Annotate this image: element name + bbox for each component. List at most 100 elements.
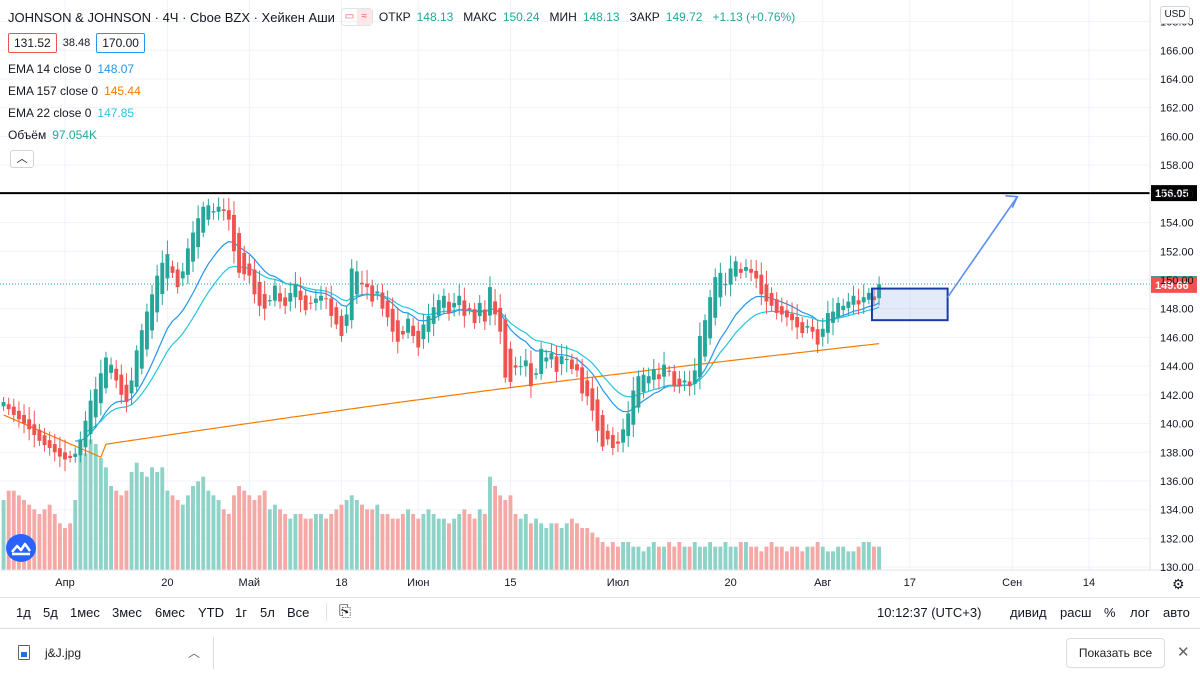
open-label: ОТКР xyxy=(378,10,411,24)
volume-bar xyxy=(744,542,748,570)
range-all-button[interactable]: Все xyxy=(287,605,310,620)
candle-body xyxy=(32,424,37,436)
candle-body xyxy=(774,299,779,313)
volume-bar xyxy=(692,542,697,570)
volume-bar xyxy=(324,518,329,570)
bid-box[interactable]: 131.52 xyxy=(8,33,57,53)
indicator-volume[interactable]: Объём 97.054K xyxy=(8,128,97,142)
candle-body xyxy=(421,324,426,340)
currency-badge[interactable]: USD xyxy=(1160,6,1190,24)
x-tick-label: Авг xyxy=(814,577,831,589)
volume-bar xyxy=(482,514,487,570)
candle-body xyxy=(493,301,498,315)
candle-body xyxy=(708,297,713,339)
symbol-title[interactable]: JOHNSON & JOHNSON · 4Ч · Cboe BZX · Хейк… xyxy=(8,9,335,25)
candle-body xyxy=(431,307,436,324)
candle-body xyxy=(861,297,866,303)
indicator-ema157[interactable]: EMA 157 close 0 145.44 xyxy=(8,84,141,98)
candle-body xyxy=(795,316,800,328)
volume-bar xyxy=(375,504,380,570)
candle-body xyxy=(646,376,651,384)
volume-bar xyxy=(846,551,851,570)
volume-bar xyxy=(185,495,190,570)
volume-bar xyxy=(549,523,554,570)
candle-body xyxy=(262,293,267,309)
range-6m-button[interactable]: 6мес xyxy=(155,605,185,620)
x-tick-label: 20 xyxy=(161,577,173,589)
candle-body xyxy=(344,314,349,326)
auto-scale-button[interactable]: авто xyxy=(1163,605,1190,620)
indicator-ema14[interactable]: EMA 14 close 0 148.07 xyxy=(8,62,134,76)
candle-body xyxy=(180,271,185,279)
candle-body xyxy=(52,444,57,453)
volume-bar xyxy=(160,467,165,570)
candle-body xyxy=(738,268,743,273)
volume-bar xyxy=(431,514,436,570)
candle-body xyxy=(160,262,165,295)
chevron-up-icon[interactable]: ︿ xyxy=(188,646,201,660)
candle-body xyxy=(201,206,206,233)
range-ytd-button[interactable]: YTD xyxy=(198,605,224,620)
y-tick-label: 144.00 xyxy=(1160,361,1194,373)
collapse-legend-button[interactable]: ︿ xyxy=(10,150,34,168)
candle-body xyxy=(790,313,794,321)
range-1m-button[interactable]: 1мес xyxy=(70,605,100,620)
candle-body xyxy=(308,302,313,304)
candle-body xyxy=(206,205,211,220)
y-tick-label: 152.00 xyxy=(1160,246,1194,258)
volume-bar xyxy=(626,542,631,570)
volume-bar xyxy=(98,458,103,570)
clock-display[interactable]: 10:12:37 (UTC+3) xyxy=(877,605,982,620)
volume-bar xyxy=(713,546,718,570)
close-icon[interactable]: ✕ xyxy=(1177,644,1190,661)
calendar-goto-icon[interactable]: ⎘ xyxy=(339,603,352,620)
range-5y-button[interactable]: 5л xyxy=(260,605,275,620)
candle-body xyxy=(37,429,42,441)
indicator-value: 97.054K xyxy=(52,128,97,142)
candle-body xyxy=(651,368,656,380)
range-1d-button[interactable]: 1д xyxy=(16,605,31,620)
candle-body xyxy=(293,284,298,298)
range-3m-button[interactable]: 3мес xyxy=(112,605,142,620)
ask-box[interactable]: 170.00 xyxy=(96,33,145,53)
candle-body xyxy=(400,331,405,335)
chart-type-toggle[interactable]: ▭ ≈ xyxy=(340,8,373,26)
show-all-downloads-button[interactable]: Показать все xyxy=(1066,638,1165,668)
volume-bar xyxy=(508,495,513,570)
volume-bar xyxy=(252,500,257,570)
log-scale-button[interactable]: лог xyxy=(1130,605,1150,620)
candle-body xyxy=(411,325,416,336)
indicator-label: EMA 14 close 0 xyxy=(8,62,92,76)
wave-toggle-icon[interactable]: ≈ xyxy=(356,9,372,25)
volume-bar xyxy=(621,542,626,570)
indicator-ema22[interactable]: EMA 22 close 0 147.85 xyxy=(8,106,134,120)
candle-body xyxy=(697,335,702,378)
candle-body xyxy=(185,248,190,275)
download-bar: j&J.jpg ︿ Показать все ✕ xyxy=(0,628,1200,675)
candle-body xyxy=(257,281,262,306)
candle-body xyxy=(1,402,6,407)
download-filename[interactable]: j&J.jpg xyxy=(45,646,82,660)
percent-scale-button[interactable]: % xyxy=(1104,605,1116,620)
candles-toggle-icon[interactable]: ▭ xyxy=(344,11,355,22)
tradingview-logo-button[interactable] xyxy=(6,534,36,562)
candle-body xyxy=(375,291,380,294)
candle-body xyxy=(73,453,78,457)
range-1y-button[interactable]: 1г xyxy=(235,605,247,620)
volume-bar xyxy=(380,514,385,570)
plot-area[interactable] xyxy=(0,0,1150,570)
candle-body xyxy=(554,356,559,372)
candle-body xyxy=(462,300,467,316)
candle-body xyxy=(232,214,236,252)
gear-icon[interactable]: ⚙ xyxy=(1172,576,1185,592)
candle-body xyxy=(815,329,820,345)
price-chart[interactable]: 156.05 149.72 149.66 130.00 132.00 134.00 136… xyxy=(0,0,1200,597)
range-5d-button[interactable]: 5д xyxy=(43,605,58,620)
volume-bar xyxy=(180,504,185,570)
volume-bar xyxy=(754,546,759,570)
volume-bar xyxy=(334,509,339,570)
candle-body xyxy=(83,420,88,448)
candle-body xyxy=(610,435,615,448)
dividends-button[interactable]: дивид xyxy=(1010,605,1047,620)
extended-hours-button[interactable]: расш xyxy=(1060,605,1092,620)
